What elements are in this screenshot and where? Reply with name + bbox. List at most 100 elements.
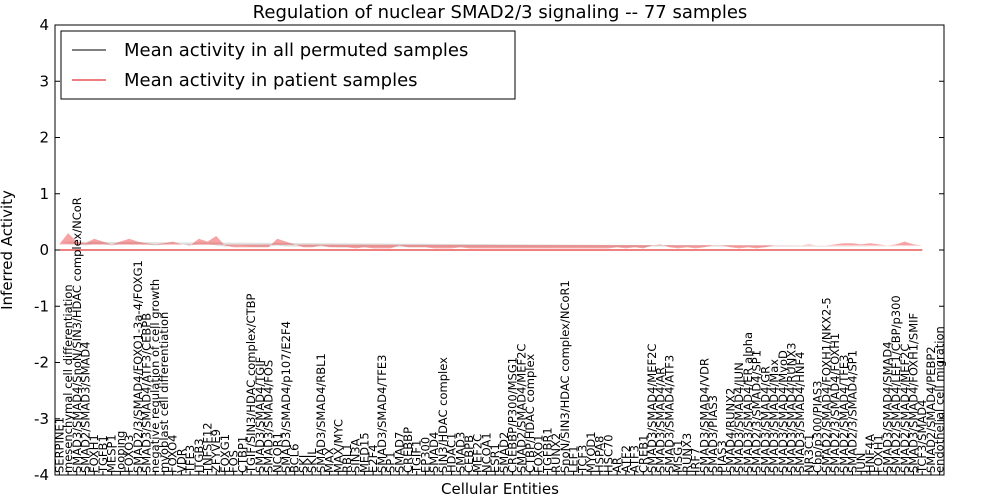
x-tick-label: looping — [113, 431, 127, 473]
x-tick-label: SMAD3/SMAD4/ATF3/CEBPB — [140, 313, 154, 473]
x-tick-label: ZFYVE9 — [209, 429, 223, 473]
x-tick-label: E2F4 — [366, 444, 380, 473]
x-tick-label: CREB1 — [636, 435, 650, 474]
x-axis-label: Cellular Entities — [441, 480, 559, 498]
x-tick-label: MEF2C — [471, 434, 485, 473]
x-tick-label: negative regulation of cell growth — [148, 279, 162, 473]
x-tick-label: SMAD3/SMAD4/FOS — [262, 360, 276, 473]
x-tick-label: SMAD2/SMAD4/LEF1/CBP/p300 — [889, 295, 903, 473]
x-tick-label: SMAD3/SMAD4/SnoN/SIN3/HDAC complex/NCoR — [70, 197, 84, 473]
x-tick-label: FOXO3 — [122, 435, 136, 473]
x-tick-label: TGIF/SIN3/HDAC complex/CTBP — [244, 293, 258, 474]
x-tick-label: BCL6 — [288, 444, 302, 473]
x-tick-label: SMAD3/SMAD4/AR — [654, 367, 668, 473]
x-tick-label: SMAD2/SMAD4/FOXH1/NKX2-5 — [819, 297, 833, 473]
x-tick-label: FOS — [227, 450, 241, 473]
legend-label: Mean activity in all permuted samples — [124, 40, 468, 61]
x-tick-label: RBL1 — [340, 443, 354, 473]
x-tick-label: MYOD1 — [584, 431, 598, 473]
y-axis-ticks: -4 -3 -2 -1 0 1 2 3 4 — [34, 16, 944, 484]
x-tick-label: TCF3/SMAD4 — [915, 400, 929, 474]
x-tick-label: VDR — [174, 448, 188, 473]
x-tick-label: TNFSF12 — [201, 422, 215, 474]
series-band-1 — [59, 233, 923, 249]
x-tick-label: SMAD3/SMAD4/p107/E2F4 — [279, 321, 293, 473]
x-tick-label: ITGB3 — [192, 438, 206, 473]
x-tick-label: TGFBR1 — [540, 427, 554, 474]
y-tick-label: -3 — [34, 410, 49, 428]
x-tick-label: RUNX2 — [549, 433, 563, 473]
x-tick-label: CREBBP — [401, 427, 415, 473]
x-tick-label: SMAD3 — [453, 432, 467, 473]
x-tick-label: SMAD3/SMAD4/FOXH1/SMIF — [906, 313, 920, 473]
x-tick-label: SMAD3/PIAS3 — [706, 395, 720, 473]
x-tick-label: SIN3/HDAC complex — [436, 357, 450, 473]
x-tick-label: ATF2 — [619, 445, 633, 473]
x-tick-label: SMAD2/SMAD4/TFE3 — [837, 355, 851, 474]
x-tick-label: SMAD3/SMAD4/MEF2C — [645, 344, 659, 473]
x-tick-label: TFE3 — [183, 445, 197, 474]
x-tick-label: SMAD3/SMAD4/ATF3 — [662, 355, 676, 473]
x-tick-label: endothelial cell migration — [933, 326, 947, 473]
x-tick-label: JUN — [854, 453, 868, 474]
x-tick-label: SMAD2/SMAD3/SMAD4 — [79, 341, 93, 473]
x-tick-label: SMAD2/3/SMAD4/FOXO1-3a-4/FOXG1 — [131, 260, 145, 473]
x-tick-label: CTBP/HDAC complex — [523, 354, 537, 473]
x-tick-label: SMAD2/SMAD4/MEF2C — [898, 344, 912, 473]
x-tick-label: HDAC1 — [445, 433, 459, 473]
x-tick-label: SERPINE1 — [52, 417, 66, 473]
x-tick-label: SnoN/SIN3/HDAC complex/NCoR1 — [558, 280, 572, 473]
y-tick-label: 2 — [39, 129, 49, 147]
x-tick-label: FOXH1 — [87, 434, 101, 473]
x-tick-label: SMAD3/SMAD4/RBL1 — [314, 353, 328, 473]
y-tick-label: 4 — [39, 16, 49, 34]
x-tick-label: SP1 — [384, 451, 398, 473]
x-tick-label: SMAD3/SMAD4/VDR — [697, 358, 711, 473]
x-tick-label: CTBP1 — [235, 436, 249, 473]
x-tick-label: Cbp/p300/PIAS3 — [811, 381, 825, 473]
chart-title: Regulation of nuclear SMAD2/3 signaling … — [253, 2, 748, 23]
x-tick-label: SMAD3/SMAD4/JUN — [732, 362, 746, 473]
x-tick-label: FOXG1 — [218, 434, 232, 473]
x-tick-label: ATF3 — [628, 445, 642, 473]
y-tick-label: 1 — [39, 185, 49, 203]
x-tick-label: myoblast cell differentiation — [157, 312, 171, 473]
legend-box — [60, 30, 516, 100]
x-tick-label: SMAD2 — [497, 432, 511, 473]
x-tick-label: ESR1 — [488, 443, 502, 473]
x-tick-label: NCOR1 — [270, 432, 284, 473]
x-tick-label: SMAD2/3/SMAD4/SP1 — [750, 350, 764, 473]
y-tick-label: 0 — [39, 241, 49, 259]
y-tick-label: -4 — [34, 466, 49, 484]
x-tick-label: SMAD2/SMAD4/MEF2C — [514, 344, 528, 473]
x-tick-label: SMAD3/SMAD4/Max — [767, 359, 781, 473]
x-tick-label: HNF4A — [863, 434, 877, 473]
x-tick-label: SKI — [296, 455, 310, 473]
x-tick-label: MESP1 — [105, 434, 119, 473]
x-tick-label: HSC70 — [601, 434, 615, 473]
x-tick-label: FOXH1 — [872, 434, 886, 473]
legend: Mean activity in all permuted samples Mea… — [60, 30, 516, 100]
x-tick-label: SMAD3/SMAD4/HNF4 — [793, 352, 807, 473]
x-tick-label: MSG1 — [671, 440, 685, 473]
x-tick-label: TCF3 — [575, 445, 589, 474]
x-tick-label: SMAD3/SMAD4/TGIF — [253, 357, 267, 473]
confidence-bands — [59, 233, 923, 249]
x-tick-label: NCOA1 — [479, 432, 493, 473]
x-tick-label: SMAD2/SMAD4/PEBP2 — [924, 346, 938, 473]
x-tick-label: mesenchymal cell differentiation — [61, 284, 75, 473]
series-band-0 — [59, 241, 923, 248]
x-tick-label: MAX — [323, 447, 337, 473]
x-tick-label: SMAD3/SMAD4/RUNX3 — [784, 343, 798, 473]
x-tick-label: SMAD4/RUNX2 — [723, 388, 737, 473]
x-tick-label: SMAD3/SMAD4/ER alpha — [741, 332, 755, 473]
x-tick-label: CEBPB — [462, 435, 476, 473]
x-tick-label: SMAD3/SMAD4/TFE3 — [375, 355, 389, 474]
x-tick-label: SMAD2/3/SMAD4/SP1 — [845, 350, 859, 473]
x-tick-label: SMAD4 — [427, 432, 441, 473]
x-tick-label: AR — [610, 457, 624, 473]
x-tick-label: EP300 — [418, 437, 432, 473]
x-tick-label: CREBBP/P300/MSG1 — [506, 357, 520, 473]
